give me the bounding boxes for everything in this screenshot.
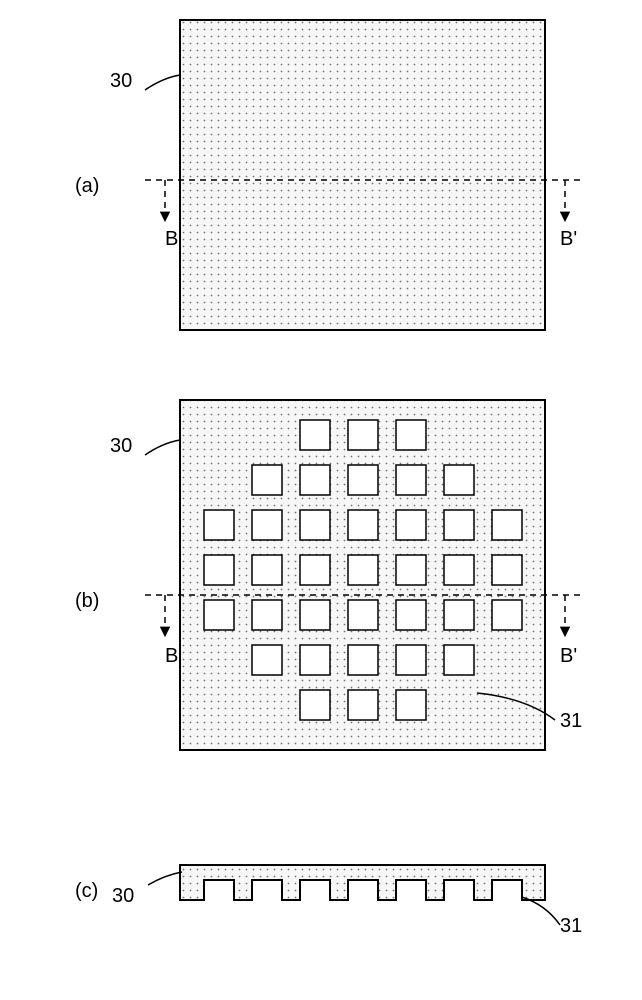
etched-hole	[492, 510, 522, 540]
etched-hole	[300, 690, 330, 720]
etched-hole	[252, 555, 282, 585]
etched-hole	[300, 465, 330, 495]
etched-hole	[396, 690, 426, 720]
section-b-label-b: B	[165, 645, 178, 668]
etched-hole	[492, 600, 522, 630]
ref-31-b: 31	[560, 710, 582, 733]
lead-31-c	[522, 897, 560, 925]
etched-hole	[396, 555, 426, 585]
etched-hole	[252, 600, 282, 630]
etched-hole	[444, 510, 474, 540]
etched-hole	[348, 690, 378, 720]
etched-hole	[204, 555, 234, 585]
etched-hole	[204, 510, 234, 540]
ref-30-a: 30	[110, 70, 132, 93]
page-root: (a) (b) (c) B B' B B' 30 30 30 31 31	[0, 0, 642, 1000]
etched-hole	[300, 600, 330, 630]
etched-hole	[396, 645, 426, 675]
etched-hole	[348, 510, 378, 540]
etched-hole	[252, 465, 282, 495]
etched-hole	[444, 645, 474, 675]
etched-hole	[444, 600, 474, 630]
ref-31-c: 31	[560, 915, 582, 938]
etched-hole	[300, 420, 330, 450]
etched-hole	[300, 555, 330, 585]
section-b-label-a: B	[165, 228, 178, 251]
etched-hole	[252, 645, 282, 675]
lead-30-b	[145, 440, 180, 455]
ref-30-b: 30	[110, 435, 132, 458]
panel-c-label: (c)	[75, 880, 98, 903]
etched-hole	[300, 645, 330, 675]
lead-30-c	[148, 872, 182, 885]
etched-hole	[348, 465, 378, 495]
etched-hole	[348, 600, 378, 630]
etched-hole	[396, 510, 426, 540]
ref-30-c: 30	[112, 885, 134, 908]
etched-hole	[348, 555, 378, 585]
etched-hole	[396, 420, 426, 450]
etched-hole	[252, 510, 282, 540]
etched-hole	[300, 510, 330, 540]
lead-30-a	[145, 75, 180, 90]
etched-hole	[348, 420, 378, 450]
etched-hole	[348, 645, 378, 675]
section-bp-label-a: B'	[560, 228, 577, 251]
etched-hole	[396, 465, 426, 495]
etched-hole	[204, 600, 234, 630]
diagram-svg	[0, 0, 642, 1000]
panel-a-label: (a)	[75, 175, 99, 198]
etched-hole	[396, 600, 426, 630]
etched-hole	[444, 465, 474, 495]
panel-b-label: (b)	[75, 590, 99, 613]
etched-hole	[492, 555, 522, 585]
panel-a-substrate	[180, 20, 545, 330]
panel-c-cross-section	[180, 865, 545, 900]
section-bp-label-b: B'	[560, 645, 577, 668]
etched-hole	[444, 555, 474, 585]
